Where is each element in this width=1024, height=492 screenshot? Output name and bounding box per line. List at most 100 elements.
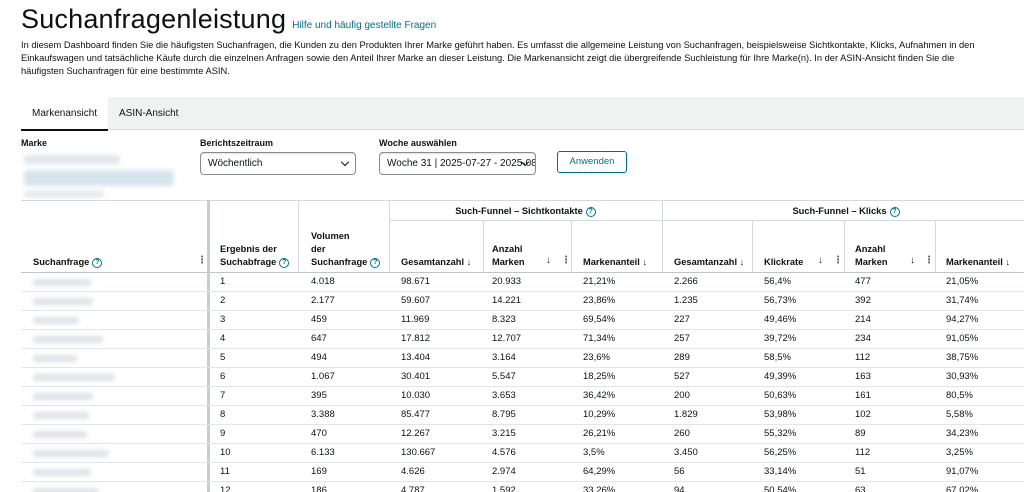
apply-button[interactable]: Anwenden: [557, 151, 627, 173]
table-row[interactable]: 10 6.133 130.667 4.576 3,5% 3.450 56,25% 112 3,2…: [21, 444, 1024, 463]
col-header-clk-share[interactable]: Markenanteil ↓: [946, 256, 1010, 269]
info-icon[interactable]: ?: [279, 257, 290, 268]
tab-brand-view[interactable]: Markenansicht: [21, 97, 109, 131]
tab-asin-view[interactable]: ASIN-Ansicht: [119, 108, 179, 119]
table-row[interactable]: 8 3.388 85.477 8.795 10,29% 1.829 53,98% 102 5,5…: [21, 406, 1024, 425]
cell-imp-share: 23,86%: [583, 295, 616, 306]
info-icon[interactable]: ?: [889, 206, 900, 217]
search-query-link-hidden[interactable]: [33, 374, 115, 381]
sort-arrow-icon[interactable]: ↓: [910, 255, 915, 266]
period-select[interactable]: Wöchentlich: [200, 152, 356, 175]
search-query-link-hidden[interactable]: [33, 412, 89, 419]
table-row[interactable]: 2 2.177 59.607 14.221 23,86% 1.235 56,73% 392 31…: [21, 292, 1024, 311]
table-row[interactable]: 9 470 12.267 3.215 26,21% 260 55,32% 89 34,23%: [21, 425, 1024, 444]
col-header-query[interactable]: Suchanfrage?: [33, 256, 103, 269]
page-description: In diesem Dashboard finden Sie die häufi…: [21, 40, 975, 77]
table-row[interactable]: 3 459 11.969 8.323 69,54% 227 49,46% 214 94,27%: [21, 311, 1024, 330]
column-menu-icon[interactable]: ⋮: [197, 255, 207, 266]
col-header-clk-brand[interactable]: Anzahl Marken: [855, 243, 888, 269]
table-row[interactable]: 5 494 13.404 3.164 23,6% 289 58,5% 112 38,75%: [21, 349, 1024, 368]
table-row[interactable]: 7 395 10.030 3.653 36,42% 200 50,63% 161 80,5%: [21, 387, 1024, 406]
cell-clk-total: 260: [674, 428, 690, 439]
search-query-link-hidden[interactable]: [33, 488, 99, 492]
table-row[interactable]: 11 169 4.626 2.974 64,29% 56 33,14% 51 91,07%: [21, 463, 1024, 482]
cell-clk-rate: 50,63%: [764, 390, 797, 401]
col-header-volume-line3-text: Suchanfrage: [311, 257, 368, 267]
cell-clk-share: 21,05%: [946, 276, 979, 287]
search-query-link-hidden[interactable]: [33, 469, 91, 476]
cell-clk-brand: 112: [855, 447, 871, 458]
cell-rank: 4: [220, 333, 226, 344]
cell-imp-total: 13.404: [401, 352, 431, 363]
table-row[interactable]: 4 647 17.812 12.707 71,34% 257 39,72% 234 91,05%: [21, 330, 1024, 349]
cell-clk-total: 1.829: [674, 409, 698, 420]
col-divider: [571, 220, 572, 272]
cell-imp-share: 26,21%: [583, 428, 616, 439]
search-query-link-hidden[interactable]: [33, 336, 103, 343]
col-header-imp-share[interactable]: Markenanteil ↓: [583, 256, 647, 269]
column-menu-icon[interactable]: ⋮: [561, 255, 571, 266]
col-header-clk-total[interactable]: Gesamtanzahl ↓: [674, 256, 744, 269]
group-header-impressions-label: Such-Funnel – Sichtkontakte: [455, 206, 583, 216]
cell-clk-total: 2.266: [674, 276, 698, 287]
cell-volume: 1.067: [311, 371, 335, 382]
search-query-link-hidden[interactable]: [33, 279, 91, 286]
sort-arrow-icon[interactable]: ↓: [818, 255, 823, 266]
cell-clk-share: 31,74%: [946, 295, 979, 306]
period-select-value: Wöchentlich: [208, 158, 263, 169]
cell-clk-brand: 89: [855, 428, 866, 439]
group-header-divider: [389, 220, 1024, 221]
col-header-clk-rate[interactable]: Klickrate: [764, 256, 803, 269]
cell-volume: 169: [311, 466, 327, 477]
search-query-link-hidden[interactable]: [33, 355, 77, 362]
col-header-imp-brand[interactable]: Anzahl Marken: [492, 243, 525, 269]
search-query-link-hidden[interactable]: [33, 298, 93, 305]
sort-arrow-icon[interactable]: ↓: [642, 257, 648, 267]
cell-clk-brand: 477: [855, 276, 871, 287]
sort-arrow-icon[interactable]: ↓: [1005, 257, 1011, 267]
brand-option-hidden[interactable]: [24, 191, 104, 197]
sort-arrow-icon[interactable]: ↓: [466, 257, 472, 267]
col-header-rank[interactable]: Ergebnis der Suchabfrage?: [220, 243, 290, 269]
cell-rank: 9: [220, 428, 226, 439]
sort-arrow-icon[interactable]: ↓: [546, 255, 551, 266]
search-query-link-hidden[interactable]: [33, 450, 109, 457]
cell-clk-share: 30,93%: [946, 371, 979, 382]
table-row[interactable]: 1 4.018 98.671 20.933 21,21% 2.266 56,4% 477 21,…: [21, 273, 1024, 292]
cell-rank: 5: [220, 352, 226, 363]
info-icon[interactable]: ?: [585, 206, 596, 217]
cell-rank: 12: [220, 485, 231, 492]
brand-option-hidden[interactable]: [24, 155, 120, 164]
cell-clk-share: 3,25%: [946, 447, 973, 458]
brand-selector-hidden[interactable]: [24, 170, 174, 186]
column-menu-icon[interactable]: ⋮: [833, 255, 843, 266]
col-header-query-label: Suchanfrage: [33, 257, 90, 267]
table-row[interactable]: 6 1.067 30.401 5.547 18,25% 527 49,39% 163 30,93…: [21, 368, 1024, 387]
search-query-link-hidden[interactable]: [33, 431, 87, 438]
column-menu-icon[interactable]: ⋮: [924, 255, 934, 266]
col-header-clk-total-label: Gesamtanzahl: [674, 257, 738, 267]
cell-rank: 2: [220, 295, 226, 306]
search-query-link-hidden[interactable]: [33, 317, 79, 324]
cell-clk-rate: 50,54%: [764, 485, 797, 492]
table-row[interactable]: 12 186 4.787 1.592 33,26% 94 50,54% 63 67,02%: [21, 482, 1024, 492]
col-header-imp-brand-line2: Marken: [492, 257, 525, 267]
cell-clk-rate: 49,39%: [764, 371, 797, 382]
info-icon[interactable]: ?: [370, 257, 381, 268]
cell-imp-share: 21,21%: [583, 276, 616, 287]
info-icon[interactable]: ?: [92, 257, 103, 268]
cell-imp-total: 11.969: [401, 314, 430, 325]
brand-label: Marke: [21, 138, 48, 148]
cell-rank: 11: [220, 466, 230, 477]
cell-volume: 4.018: [311, 276, 335, 287]
week-select[interactable]: Woche 31 | 2025-07-27 - 2025-08-02: [379, 152, 536, 175]
cell-imp-brand: 8.795: [492, 409, 516, 420]
search-query-link-hidden[interactable]: [33, 393, 93, 400]
col-header-imp-total[interactable]: Gesamtanzahl ↓: [401, 256, 471, 269]
help-link[interactable]: Hilfe und häufig gestellte Fragen: [292, 20, 437, 31]
col-header-clk-share-label: Markenanteil: [946, 257, 1003, 267]
sort-arrow-icon[interactable]: ↓: [739, 257, 745, 267]
cell-volume: 494: [311, 352, 327, 363]
col-header-volume[interactable]: Volumen der Suchanfrage?: [311, 230, 381, 269]
cell-clk-share: 67,02%: [946, 485, 979, 492]
